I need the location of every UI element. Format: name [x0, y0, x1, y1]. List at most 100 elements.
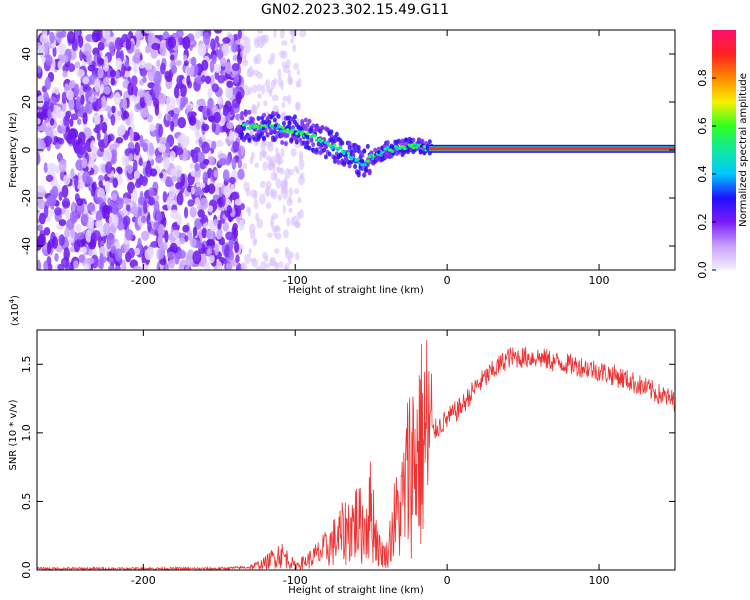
noise-blob	[213, 218, 219, 225]
noise-blob	[256, 30, 264, 35]
track-core	[380, 150, 384, 155]
noise-blob	[59, 54, 69, 64]
noise-blob	[264, 262, 271, 269]
noise-blob	[165, 180, 174, 188]
noise-blob	[217, 158, 227, 166]
noise-blob	[157, 143, 167, 153]
noise-blob	[255, 212, 260, 222]
track-halo	[303, 117, 308, 123]
noise-blob	[134, 247, 140, 256]
noise-blob	[129, 110, 135, 124]
noise-blob	[132, 188, 138, 203]
noise-blob	[207, 183, 216, 195]
noise-blob	[85, 103, 90, 113]
snr-x-ticks: -200 -100 0 100	[131, 330, 610, 587]
noise-blob	[287, 255, 292, 266]
track-halo	[336, 159, 341, 165]
noise-blob	[86, 52, 93, 66]
noise-blob	[107, 197, 112, 206]
noise-blob	[217, 74, 226, 84]
snr-x-tick-label: 0	[444, 574, 451, 587]
noise-blob	[80, 213, 89, 226]
noise-blob	[231, 191, 240, 201]
noise-blob	[45, 54, 53, 67]
noise-blob	[286, 217, 291, 227]
noise-blob	[64, 227, 70, 238]
track-halo	[251, 116, 256, 122]
noise-blob	[262, 161, 268, 171]
noise-blob	[91, 230, 101, 241]
track-halo	[418, 148, 423, 154]
noise-blob	[269, 257, 277, 267]
noise-blob	[52, 45, 57, 58]
noise-blob	[232, 222, 238, 231]
noise-blob	[190, 56, 197, 66]
track-core	[251, 123, 255, 127]
snr-x-tick-label: -200	[131, 574, 156, 587]
noise-blob	[211, 54, 217, 65]
track-halo	[356, 145, 361, 151]
noise-blob	[57, 43, 67, 54]
track-core	[413, 142, 417, 146]
noise-blob	[145, 45, 150, 54]
noise-blob	[207, 205, 214, 213]
noise-blob	[251, 104, 257, 114]
noise-blob	[38, 233, 46, 248]
noise-blob	[173, 85, 180, 99]
spectrogram-y-tick-label: -20	[20, 189, 33, 207]
snr-y-tick-label: 0.0	[20, 561, 33, 579]
noise-blob	[49, 102, 54, 113]
noise-blob	[293, 62, 299, 71]
noise-blob	[78, 254, 85, 263]
noise-blob	[255, 53, 262, 65]
noise-blob	[43, 260, 49, 270]
noise-blob	[280, 40, 288, 46]
noise-blob	[155, 211, 162, 222]
noise-blob	[182, 224, 190, 233]
spectrogram-track	[240, 109, 675, 178]
tone-band-core	[428, 147, 675, 151]
noise-blob	[199, 197, 209, 210]
spectrogram-y-tick-label: 20	[20, 95, 33, 109]
noise-blob	[256, 84, 262, 92]
noise-blob	[182, 36, 191, 50]
noise-blob	[270, 79, 276, 90]
noise-blob	[176, 75, 184, 86]
spectrogram-x-label: Height of straight line (km)	[288, 285, 424, 296]
noise-blob	[99, 253, 104, 266]
noise-blob	[140, 230, 150, 241]
noise-blob	[70, 228, 76, 239]
noise-blob	[270, 188, 274, 199]
noise-blob	[157, 234, 164, 248]
noise-blob	[127, 142, 135, 150]
noise-blob	[45, 174, 54, 182]
noise-blob	[44, 76, 51, 90]
noise-blob	[37, 151, 40, 165]
track-halo	[281, 121, 286, 127]
noise-blob	[196, 119, 201, 131]
noise-blob	[149, 168, 158, 177]
noise-blob	[139, 134, 144, 148]
noise-blob	[104, 56, 109, 69]
noise-blob	[280, 147, 285, 158]
noise-blob	[114, 248, 123, 262]
track-core	[358, 159, 363, 163]
noise-blob	[201, 141, 210, 154]
track-halo	[320, 125, 325, 131]
noise-blob	[235, 254, 240, 263]
noise-blob	[245, 87, 250, 96]
noise-blob	[197, 43, 207, 57]
noise-blob	[232, 141, 240, 153]
noise-blob	[240, 145, 244, 156]
noise-blob	[61, 197, 71, 209]
noise-blob	[175, 60, 182, 67]
noise-blob	[248, 248, 252, 255]
noise-blob	[37, 65, 42, 74]
noise-blob	[247, 207, 251, 218]
noise-blob	[168, 259, 176, 269]
track-core	[286, 128, 290, 132]
noise-blob	[67, 63, 76, 73]
spectrogram-noise	[37, 30, 307, 270]
noise-blob	[232, 54, 238, 62]
noise-blob	[147, 221, 152, 232]
